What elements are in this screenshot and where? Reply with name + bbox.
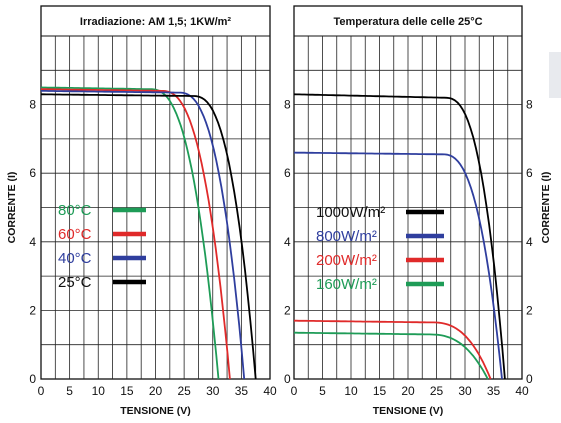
x-tick-label: 5 [319, 384, 326, 398]
x-tick-label: 40 [263, 384, 277, 398]
legend-label: 40°C [58, 250, 92, 267]
y-tick-label: 8 [526, 98, 533, 112]
x-tick-label: 40 [515, 384, 529, 398]
x-tick-label: 5 [66, 384, 73, 398]
x-tick-label: 30 [458, 384, 472, 398]
x-tick-label: 15 [120, 384, 134, 398]
legend-label: 160W/m² [316, 276, 377, 293]
chart-title: Temperatura delle celle 25°C [333, 16, 482, 28]
y-tick-label: 6 [284, 166, 291, 180]
legend-label: 25°C [58, 274, 92, 291]
y-tick-label: 4 [526, 235, 533, 249]
legend-label: 80°C [58, 202, 92, 219]
legend-label: 60°C [58, 226, 92, 243]
x-tick-label: 0 [38, 384, 45, 398]
legend-label: 200W/m² [316, 252, 377, 269]
y-tick-label: 0 [29, 372, 36, 386]
chart-panel-2: Temperatura delle celle 25°C0 5 10 15 20 25 30… [284, 6, 552, 417]
x-tick-label: 30 [206, 384, 220, 398]
y-tick-label: 2 [29, 303, 36, 317]
x-tick-label: 15 [373, 384, 387, 398]
y-tick-label: 6 [29, 166, 36, 180]
page-edge-decoration [549, 52, 561, 98]
y-tick-label: 2 [526, 303, 533, 317]
y-tick-label: 6 [526, 166, 533, 180]
y-tick-label: 0 [526, 372, 533, 386]
x-tick-label: 25 [177, 384, 191, 398]
y-tick-label: 4 [29, 235, 36, 249]
y-tick-label: 2 [284, 303, 291, 317]
legend-label: 800W/m² [316, 228, 377, 245]
x-axis-label: TENSIONE (V) [120, 405, 191, 417]
y-tick-label: 0 [284, 372, 291, 386]
x-tick-label: 20 [401, 384, 415, 398]
y-axis-label: CORRENTE (I) [540, 172, 552, 244]
y-tick-label: 4 [284, 235, 291, 249]
x-tick-label: 10 [344, 384, 358, 398]
x-tick-label: 10 [92, 384, 106, 398]
x-axis-label: TENSIONE (V) [373, 405, 444, 417]
chart-panel-1: Irradiazione: AM 1,5; 1KW/m²0 5 10 15 20 25 30… [6, 6, 277, 417]
x-tick-label: 20 [149, 384, 163, 398]
y-tick-label: 8 [29, 98, 36, 112]
x-tick-label: 35 [235, 384, 249, 398]
legend-label: 1000W/m² [316, 204, 385, 221]
x-tick-label: 25 [430, 384, 444, 398]
x-tick-label: 35 [487, 384, 501, 398]
y-axis-label: CORRENTE (I) [6, 172, 18, 244]
x-tick-label: 0 [291, 384, 298, 398]
y-tick-label: 8 [284, 98, 291, 112]
chart-title: Irradiazione: AM 1,5; 1KW/m² [80, 16, 232, 28]
